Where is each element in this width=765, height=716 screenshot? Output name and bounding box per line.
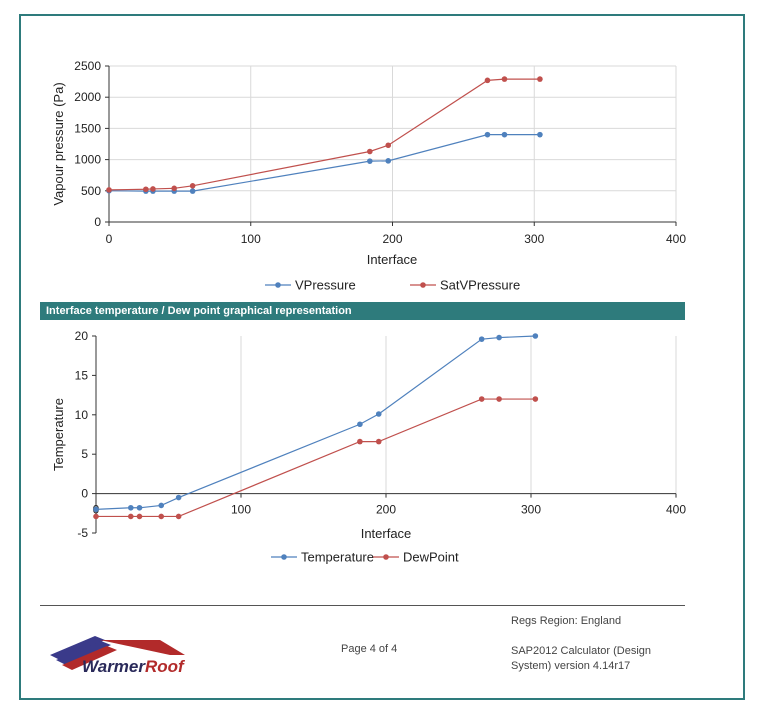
legend-marker (420, 282, 426, 288)
y-tick-label: 10 (75, 408, 89, 422)
data-point-satvpressure (189, 183, 196, 189)
x-tick-label: 100 (241, 232, 261, 246)
data-point-temperature (158, 502, 165, 509)
data-point-temperature (128, 504, 134, 511)
y-axis-title: Temperature (51, 398, 66, 471)
series-line-dewpoint (96, 398, 536, 518)
page-number: Page 4 of 4 (341, 643, 398, 655)
x-tick-label: 400 (666, 503, 686, 517)
legend-label: DewPoint (403, 550, 459, 565)
data-point-dewpoint (158, 513, 165, 520)
data-point-satvpressure (106, 187, 112, 193)
data-point-temperature (478, 336, 485, 342)
series-line-vpressure (108, 134, 540, 192)
section-banner: Interface temperature / Dew point graphi… (40, 302, 685, 320)
x-tick-label: 100 (231, 503, 251, 517)
vapour-pressure-chart: 0 500 1000 1500 2000 2500 0 100 200 300 400 Interfa… (51, 59, 686, 293)
data-point-vpressure (367, 158, 373, 164)
data-point-temperature (496, 334, 502, 341)
regs-region: Regs Region: England (511, 615, 622, 627)
data-point-vpressure (501, 131, 508, 138)
version-line-2: System) version 4.14r17 (511, 660, 631, 672)
data-point-dewpoint (128, 513, 134, 520)
data-point-temperature (93, 506, 99, 513)
y-tick-label: 0 (81, 487, 88, 501)
legend-label: Temperature (301, 550, 374, 565)
y-tick-label: 15 (75, 368, 89, 382)
data-point-satvpressure (537, 76, 543, 82)
data-point-temperature (532, 333, 539, 339)
x-tick-label: 0 (106, 232, 113, 246)
data-point-vpressure (484, 131, 491, 138)
page-frame (19, 14, 745, 700)
legend-marker (281, 554, 287, 560)
legend-marker (383, 554, 389, 560)
version-line-1: SAP2012 Calculator (Design (511, 645, 652, 657)
series-line-satvpressure (108, 78, 540, 191)
y-tick-label: 2500 (74, 59, 101, 73)
data-point-temperature (175, 494, 182, 501)
y-tick-label: 1500 (74, 121, 101, 135)
x-tick-label: 300 (524, 232, 544, 246)
data-point-satvpressure (171, 185, 178, 192)
data-point-satvpressure (367, 148, 373, 155)
series-line-temperature (95, 335, 536, 510)
data-point-dewpoint (496, 396, 502, 402)
x-axis-title: Interface (367, 252, 418, 267)
logo-roof-icon (50, 636, 185, 670)
data-point-satvpressure (484, 77, 491, 84)
y-tick-label: 1000 (74, 153, 101, 167)
data-point-temperature (136, 504, 143, 511)
logo-wordmark: WarmerRoof (82, 657, 184, 677)
data-point-temperature (375, 411, 382, 417)
y-axis-title: Vapour pressure (Pa) (51, 82, 66, 205)
y-tick-label: 5 (81, 447, 88, 461)
y-tick-label: 2000 (74, 90, 101, 104)
x-tick-label: 300 (521, 503, 541, 517)
data-point-dewpoint (136, 513, 143, 520)
data-point-vpressure (385, 158, 392, 164)
footer-divider (40, 605, 685, 606)
data-point-satvpressure (143, 186, 149, 193)
legend-label: VPressure (295, 278, 356, 293)
x-tick-label: 200 (382, 232, 402, 246)
x-axis-title: Interface (361, 526, 412, 541)
y-tick-label: 0 (94, 215, 101, 229)
data-point-satvpressure (501, 76, 508, 82)
legend-label: SatVPressure (440, 278, 520, 293)
data-point-dewpoint (175, 513, 182, 520)
x-tick-label: 400 (666, 232, 686, 246)
y-tick-label: 20 (75, 329, 89, 343)
legend-marker (275, 282, 281, 288)
data-point-dewpoint (478, 396, 485, 402)
data-point-temperature (357, 421, 363, 428)
data-point-satvpressure (385, 142, 392, 149)
data-point-satvpressure (150, 186, 156, 192)
data-point-dewpoint (93, 513, 99, 520)
logo-word-roof: Roof (145, 657, 184, 676)
data-point-dewpoint (532, 396, 539, 402)
y-tick-label: 500 (81, 184, 101, 198)
x-tick-label: 200 (376, 503, 396, 517)
data-point-dewpoint (375, 438, 382, 445)
data-point-dewpoint (357, 438, 363, 445)
logo-word-warmer: Warmer (82, 657, 145, 676)
temperature-chart: -5051015200100200300400InterfaceTemperat… (51, 329, 686, 565)
data-point-vpressure (189, 188, 196, 194)
y-tick-label: -5 (77, 526, 88, 540)
data-point-vpressure (537, 131, 543, 138)
